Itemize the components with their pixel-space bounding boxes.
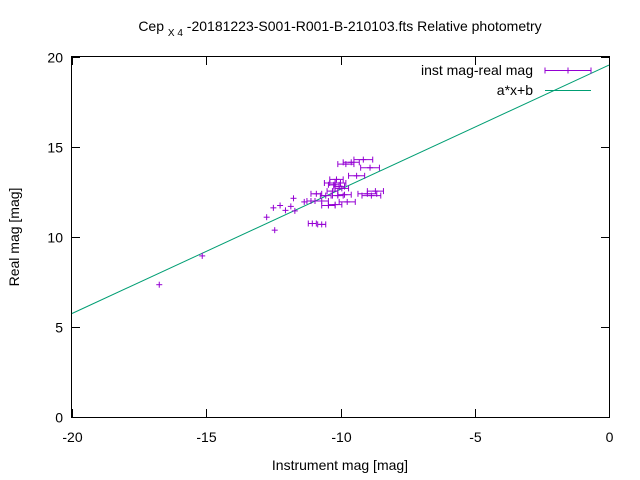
x-tick-label: 0	[606, 429, 614, 445]
fit-line	[71, 64, 610, 314]
y-tick-label: 0	[55, 410, 63, 426]
data-point	[360, 164, 380, 171]
y-tick-label: 10	[47, 230, 63, 246]
data-point	[282, 207, 289, 214]
data-point	[301, 198, 308, 205]
data-point	[310, 190, 323, 197]
data-point	[270, 204, 277, 211]
x-tick-label: -15	[196, 429, 216, 445]
data-point	[307, 220, 317, 227]
data-point	[348, 172, 366, 179]
data-point	[317, 221, 327, 228]
legend-swatch-data	[544, 67, 592, 74]
x-axis-ticks: -20 -15 -10 -5 0	[62, 57, 614, 445]
y-tick-label: 15	[47, 140, 63, 156]
data-point	[361, 192, 382, 199]
chart-title-suffix: -20181223-S001-R001-B-210103.fts Relativ…	[187, 18, 542, 34]
legend: inst mag-real mag a*x+b	[421, 62, 592, 98]
data-point	[319, 192, 332, 199]
plot-frame	[71, 56, 610, 418]
data-point	[291, 207, 298, 214]
data-point	[199, 252, 206, 259]
x-axis-label: Instrument mag [mag]	[272, 457, 408, 473]
data-points-layer	[156, 156, 384, 288]
y-tick-label: 5	[55, 320, 63, 336]
data-point	[287, 203, 294, 210]
x-tick-label: -10	[331, 429, 351, 445]
fit-line-layer	[71, 64, 610, 314]
data-point	[277, 202, 284, 209]
y-axis-ticks: 0 5 10 15 20	[47, 50, 609, 426]
data-point	[156, 281, 163, 288]
legend-label-data: inst mag-real mag	[421, 62, 533, 78]
chart-title-subscript: X 4	[168, 28, 183, 39]
y-tick-label: 20	[47, 50, 63, 66]
data-point	[353, 156, 374, 163]
chart-title: Cep X 4 -20181223-S001-R001-B-210103.fts…	[138, 18, 541, 39]
data-point	[366, 188, 384, 195]
data-point	[327, 201, 343, 208]
data-point	[263, 214, 270, 221]
data-point	[290, 195, 297, 202]
data-point	[271, 227, 278, 234]
data-point	[337, 191, 352, 198]
legend-label-fit: a*x+b	[497, 82, 533, 98]
y-axis-label: Real mag [mag]	[6, 188, 22, 287]
data-point	[342, 159, 360, 166]
data-point	[329, 176, 344, 183]
data-point	[334, 185, 350, 192]
data-point	[334, 180, 347, 186]
chart-title-prefix: Cep	[138, 18, 164, 34]
data-point	[338, 198, 356, 205]
x-tick-label: -20	[62, 429, 82, 445]
x-tick-label: -5	[469, 429, 482, 445]
data-point	[306, 198, 316, 204]
